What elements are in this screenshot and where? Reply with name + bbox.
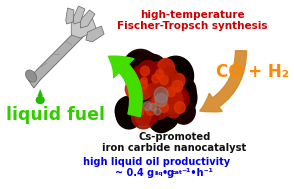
Circle shape: [157, 59, 174, 77]
Circle shape: [152, 96, 161, 107]
Circle shape: [141, 77, 147, 84]
Circle shape: [145, 85, 179, 122]
Text: iron carbide nanocatalyst: iron carbide nanocatalyst: [102, 143, 247, 153]
Polygon shape: [66, 8, 74, 24]
Circle shape: [137, 92, 141, 96]
Circle shape: [150, 103, 157, 111]
Text: liquid fuel: liquid fuel: [6, 106, 105, 124]
Circle shape: [131, 75, 153, 100]
Ellipse shape: [26, 70, 37, 82]
Polygon shape: [37, 89, 43, 96]
Circle shape: [136, 69, 148, 82]
Circle shape: [123, 49, 158, 89]
Circle shape: [171, 92, 194, 118]
Circle shape: [162, 78, 181, 98]
Circle shape: [175, 102, 185, 113]
Circle shape: [158, 80, 175, 98]
Circle shape: [166, 102, 181, 118]
Circle shape: [161, 103, 173, 116]
Circle shape: [145, 103, 156, 115]
Circle shape: [158, 77, 186, 106]
Circle shape: [159, 102, 168, 112]
Circle shape: [115, 96, 142, 126]
Polygon shape: [73, 6, 85, 24]
Circle shape: [125, 79, 144, 99]
Circle shape: [143, 101, 151, 111]
Circle shape: [148, 79, 167, 100]
Circle shape: [154, 108, 161, 115]
Circle shape: [149, 97, 180, 130]
Circle shape: [149, 62, 167, 81]
Polygon shape: [80, 10, 95, 28]
Circle shape: [125, 72, 139, 87]
Text: Cs-promoted: Cs-promoted: [138, 132, 211, 142]
Circle shape: [160, 67, 178, 88]
Circle shape: [154, 87, 168, 102]
Circle shape: [122, 94, 148, 123]
Circle shape: [161, 87, 183, 111]
Circle shape: [167, 84, 178, 97]
Circle shape: [175, 91, 186, 103]
Text: Fischer-Tropsch synthesis: Fischer-Tropsch synthesis: [117, 21, 268, 31]
Circle shape: [162, 78, 197, 117]
Circle shape: [132, 52, 161, 83]
Circle shape: [172, 73, 185, 88]
Circle shape: [139, 54, 167, 85]
Circle shape: [175, 102, 185, 113]
Circle shape: [123, 52, 151, 83]
Circle shape: [173, 77, 196, 103]
Circle shape: [141, 104, 159, 124]
Circle shape: [116, 101, 142, 129]
Circle shape: [160, 99, 171, 111]
FancyArrowPatch shape: [200, 51, 247, 112]
Circle shape: [140, 62, 156, 79]
Text: ~ 0.4 g: ~ 0.4 g: [115, 168, 154, 178]
Circle shape: [160, 75, 168, 85]
Circle shape: [142, 66, 178, 105]
Circle shape: [160, 78, 168, 87]
Circle shape: [138, 79, 147, 89]
Circle shape: [140, 108, 148, 117]
Circle shape: [134, 90, 142, 99]
Circle shape: [150, 76, 162, 88]
Polygon shape: [28, 28, 84, 88]
Circle shape: [134, 97, 138, 101]
Text: high-temperature: high-temperature: [140, 10, 245, 20]
Text: liq: liq: [154, 170, 163, 176]
Text: •g: •g: [162, 168, 175, 178]
Circle shape: [148, 104, 174, 132]
Circle shape: [132, 65, 151, 86]
Circle shape: [141, 66, 149, 76]
Circle shape: [155, 93, 167, 107]
Circle shape: [167, 87, 189, 111]
Circle shape: [150, 78, 165, 95]
Circle shape: [144, 70, 159, 87]
Circle shape: [147, 95, 169, 119]
Text: CO + H₂: CO + H₂: [216, 63, 289, 81]
Text: cat: cat: [172, 170, 183, 176]
Circle shape: [138, 77, 154, 94]
Circle shape: [152, 74, 160, 83]
Circle shape: [138, 60, 158, 83]
Circle shape: [131, 103, 155, 129]
Text: high liquid oil productivity: high liquid oil productivity: [83, 157, 230, 167]
Circle shape: [136, 107, 144, 116]
Circle shape: [136, 83, 154, 104]
Circle shape: [172, 81, 183, 92]
Circle shape: [161, 88, 183, 113]
Circle shape: [149, 73, 158, 83]
Circle shape: [159, 98, 178, 119]
Circle shape: [172, 99, 195, 124]
Circle shape: [167, 88, 175, 97]
Circle shape: [144, 78, 159, 94]
Polygon shape: [86, 26, 104, 42]
Text: ⁻¹•h⁻¹: ⁻¹•h⁻¹: [182, 168, 214, 178]
Circle shape: [176, 87, 180, 91]
Circle shape: [135, 108, 151, 125]
Polygon shape: [36, 96, 45, 104]
Circle shape: [158, 56, 193, 95]
Polygon shape: [71, 18, 97, 38]
Circle shape: [156, 70, 164, 79]
FancyArrowPatch shape: [108, 56, 142, 117]
